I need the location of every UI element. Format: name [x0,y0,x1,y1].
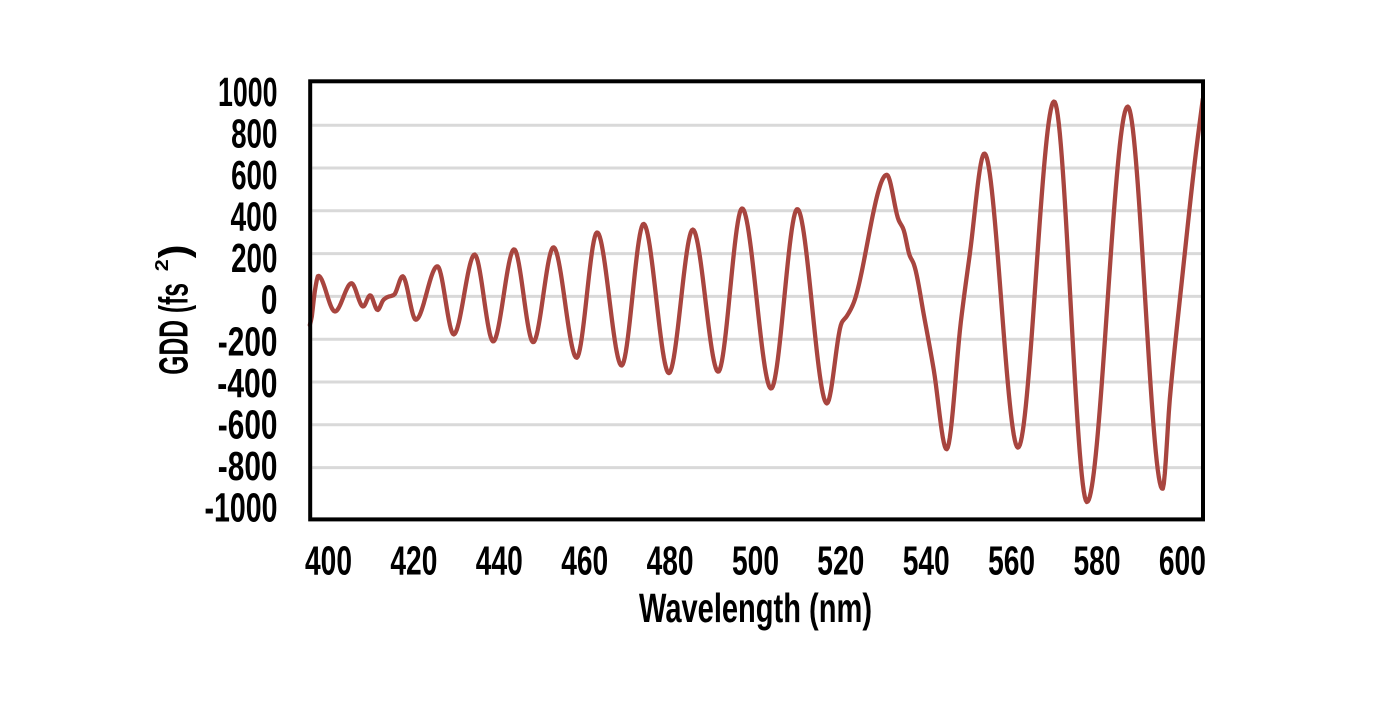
svg-text:480: 480 [647,538,694,584]
svg-text:): ) [151,245,197,259]
svg-text:Wavelength (nm): Wavelength (nm) [639,585,872,631]
svg-text:-400: -400 [217,360,277,406]
svg-text:1000: 1000 [218,69,278,115]
svg-text:GDD (fs: GDD (fs [151,283,197,375]
svg-text:2: 2 [152,259,172,271]
svg-text:200: 200 [231,235,277,281]
svg-text:600: 600 [231,152,277,198]
svg-text:400: 400 [305,538,352,584]
svg-text:560: 560 [988,538,1035,584]
svg-text:540: 540 [903,538,950,584]
svg-text:-1000: -1000 [205,485,278,531]
svg-text:600: 600 [1159,538,1206,584]
svg-text:500: 500 [732,538,779,584]
svg-text:-800: -800 [218,443,278,489]
svg-text:800: 800 [231,111,277,157]
svg-text:-200: -200 [218,318,278,364]
svg-text:460: 460 [561,538,608,584]
svg-text:420: 420 [390,538,437,584]
svg-text:580: 580 [1074,538,1121,584]
svg-text:-600: -600 [218,401,278,447]
svg-text:520: 520 [817,538,864,584]
svg-text:440: 440 [476,538,523,584]
svg-text:0: 0 [261,277,278,323]
svg-text:400: 400 [231,194,278,240]
